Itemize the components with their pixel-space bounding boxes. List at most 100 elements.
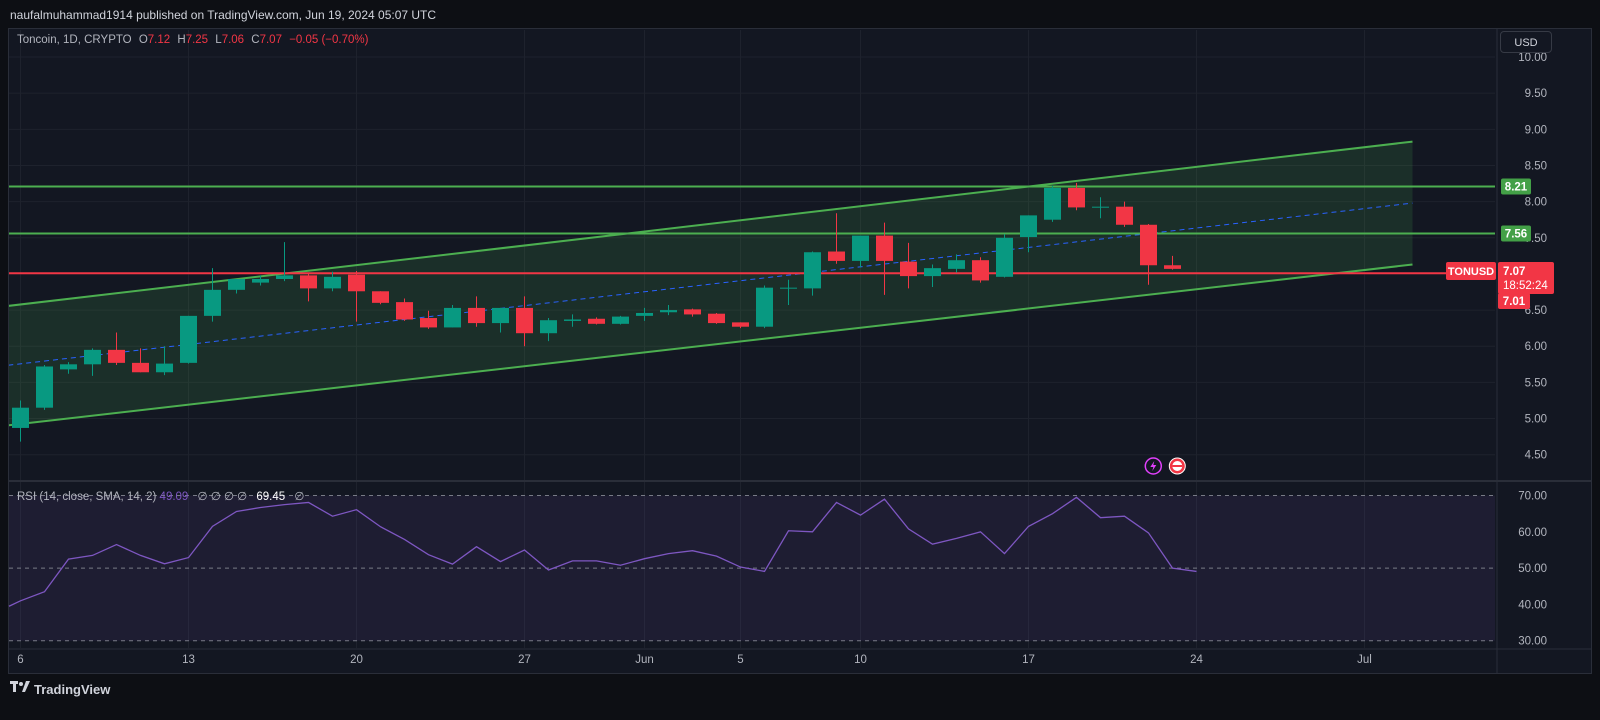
candle-body[interactable] — [228, 278, 245, 290]
close-label: C — [251, 34, 260, 46]
candle-body[interactable] — [1140, 224, 1157, 266]
rsi-axis-label: 40.00 — [1518, 599, 1547, 611]
price-axis-label: 6.00 — [1525, 341, 1547, 353]
candle-body[interactable] — [612, 316, 629, 324]
candle-body[interactable] — [396, 302, 413, 320]
price-axis-label: 6.50 — [1525, 305, 1547, 317]
candle-body[interactable] — [636, 312, 653, 316]
candle-body[interactable] — [1044, 187, 1061, 220]
price-axis-label: 8.00 — [1525, 197, 1547, 209]
rsi-sma-value: 69.45 — [256, 491, 286, 503]
rsi-empty-values: ∅ ∅ ∅ ∅ — [197, 491, 248, 503]
level-price-label: 8.21 — [1505, 181, 1528, 193]
low-label: L — [215, 34, 222, 46]
line-price-tag: 7.01 — [1503, 296, 1526, 308]
candle-body[interactable] — [132, 362, 149, 373]
price-axis-label: 10.00 — [1518, 52, 1547, 64]
candle-body[interactable] — [948, 260, 965, 269]
candle-body[interactable] — [156, 363, 173, 373]
level-price-label-bg — [1501, 225, 1531, 242]
candle-body[interactable] — [540, 320, 557, 334]
candle-body[interactable] — [108, 349, 125, 363]
candle-body[interactable] — [348, 274, 365, 292]
price-axis-label: 9.00 — [1525, 124, 1547, 136]
candle-body[interactable] — [564, 319, 581, 321]
candle-body[interactable] — [708, 313, 725, 324]
rsi-band-fill — [9, 495, 1495, 641]
candle-body[interactable] — [180, 315, 197, 363]
tradingview-brand[interactable]: TradingView — [10, 680, 110, 698]
candle-body[interactable] — [1116, 206, 1133, 225]
high-value: 7.25 — [185, 34, 209, 46]
line-price-tag-bg — [1498, 293, 1530, 309]
rsi-axis-label: 60.00 — [1518, 527, 1547, 539]
candle-body[interactable] — [516, 307, 533, 334]
channel-midline[interactable] — [0, 202, 1413, 369]
rsi-legend: RSI (14, close, SMA, 14, 2) 49.09 ∅ ∅ ∅ … — [17, 489, 304, 503]
candle-body[interactable] — [492, 307, 509, 324]
candle-body[interactable] — [372, 291, 389, 303]
symbol-tag-bg — [1446, 262, 1496, 280]
price-axis-label: 8.50 — [1525, 160, 1547, 172]
time-axis-label: 5 — [737, 654, 743, 666]
candle-body[interactable] — [852, 235, 869, 261]
price-axis-label: 4.50 — [1525, 450, 1547, 462]
rsi-value: 49.09 — [159, 491, 189, 503]
candle-body[interactable] — [876, 235, 893, 261]
candle-body[interactable] — [1020, 215, 1037, 238]
chart-frame[interactable] — [8, 28, 1592, 674]
candle-body[interactable] — [924, 268, 941, 277]
price-tag-bg — [1498, 262, 1554, 294]
candle-body[interactable] — [420, 318, 437, 328]
price-tag-value: 7.07 — [1503, 266, 1525, 278]
candle-body[interactable] — [1092, 206, 1109, 208]
symbol-info[interactable]: Toncoin, 1D, CRYPTO — [17, 34, 132, 46]
time-axis-label: Jun — [635, 654, 654, 666]
symbol-tag: TONUSD — [1448, 266, 1494, 278]
price-axis-label: 9.50 — [1525, 88, 1547, 100]
currency-button[interactable]: USD — [1500, 31, 1552, 53]
candle-body[interactable] — [252, 278, 269, 283]
candle-body[interactable] — [324, 276, 341, 289]
candle-body[interactable] — [1164, 265, 1181, 269]
candle-body[interactable] — [828, 251, 845, 261]
candle-body[interactable] — [444, 307, 461, 328]
time-axis-label: 10 — [854, 654, 867, 666]
candle-body[interactable] — [804, 252, 821, 289]
lightning-icon — [1150, 461, 1157, 471]
brand-name: TradingView — [34, 681, 111, 697]
candle-body[interactable] — [468, 307, 485, 324]
publisher-line: naufalmuhammad1914 published on TradingV… — [10, 8, 437, 22]
candle-body[interactable] — [660, 310, 677, 313]
candle-body[interactable] — [12, 407, 29, 428]
rsi-label[interactable]: RSI (14, close, SMA, 14, 2) — [17, 491, 157, 503]
candle-body[interactable] — [204, 289, 221, 316]
us-flag-stripe-icon — [1172, 465, 1183, 467]
tradingview-logo-icon — [10, 680, 30, 698]
candle-body[interactable] — [972, 260, 989, 281]
channel-lower-line[interactable] — [0, 263, 1413, 430]
channel-fill — [9, 141, 1413, 426]
time-axis-label: 27 — [518, 654, 531, 666]
level-price-label-bg — [1501, 178, 1531, 195]
price-axis-label: 5.50 — [1525, 377, 1547, 389]
candle-body[interactable] — [780, 287, 797, 289]
rsi-line[interactable] — [8, 496, 1197, 607]
candle-body[interactable] — [276, 275, 293, 279]
candle-body[interactable] — [1068, 187, 1085, 208]
candle-body[interactable] — [756, 287, 773, 327]
candle-body[interactable] — [996, 237, 1013, 277]
rsi-last-empty: ∅ — [294, 491, 305, 503]
candle-body[interactable] — [60, 364, 77, 370]
candle-body[interactable] — [732, 322, 749, 327]
candle-body[interactable] — [84, 349, 101, 365]
candle-body[interactable] — [588, 318, 605, 324]
candle-body[interactable] — [300, 275, 317, 289]
candle-body[interactable] — [684, 309, 701, 315]
level-price-label: 7.56 — [1505, 228, 1527, 240]
time-axis-label: 17 — [1022, 654, 1035, 666]
rsi-axis-label: 50.00 — [1518, 563, 1547, 575]
candle-body[interactable] — [36, 366, 53, 408]
candle-body[interactable] — [900, 261, 917, 277]
